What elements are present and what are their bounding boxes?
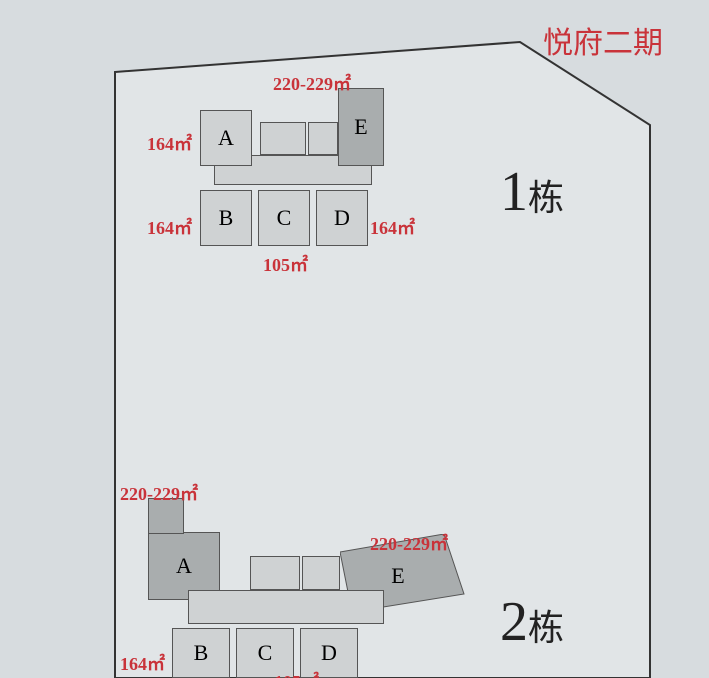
b1-unit-c-label: C xyxy=(277,205,292,231)
b1-unit-c: C xyxy=(258,190,310,246)
b1-unit-b: B xyxy=(200,190,252,246)
building-label-num: 2 xyxy=(500,591,528,653)
b2-unit-b-label: B xyxy=(194,640,209,666)
b1-shaft-right xyxy=(308,122,338,155)
b1-unit-d-label: D xyxy=(334,205,350,231)
area-annotation-3: 164㎡ xyxy=(370,214,415,240)
b2-unit-e-label: E xyxy=(391,563,404,588)
area-annotation-8: 105㎡ xyxy=(274,668,319,678)
area-annotation-5: 220-229㎡ xyxy=(120,480,198,506)
area-annotation-4: 105㎡ xyxy=(263,251,308,277)
b1-unit-a-label: A xyxy=(218,125,234,151)
area-annotation-7: 164㎡ xyxy=(120,650,165,676)
b1-unit-a: A xyxy=(200,110,252,166)
b1-unit-b-label: B xyxy=(219,205,234,231)
building-label-2: 2栋 xyxy=(500,590,564,654)
building-label-suffix: 栋 xyxy=(528,608,564,648)
building-label-num: 1 xyxy=(500,161,528,223)
b2-unit-c-label: C xyxy=(258,640,273,666)
b2-shaft-right xyxy=(302,556,340,590)
b1-shaft-left xyxy=(260,122,306,155)
b2-unit-b: B xyxy=(172,628,230,678)
b2-corridor xyxy=(188,590,384,624)
area-annotation-1: 164㎡ xyxy=(147,130,192,156)
area-annotation-0: 220-229㎡ xyxy=(273,70,351,96)
b2-shaft-left xyxy=(250,556,300,590)
area-annotation-6: 220-229㎡ xyxy=(370,530,448,556)
b2-unit-a-label: A xyxy=(176,553,192,579)
b2-unit-d-label: D xyxy=(321,640,337,666)
building-label-1: 1栋 xyxy=(500,160,564,224)
building-label-suffix: 栋 xyxy=(528,178,564,218)
b1-unit-d: D xyxy=(316,190,368,246)
site-plan: 悦府二期AEBCDAEBCD1栋2栋220-229㎡164㎡164㎡164㎡10… xyxy=(0,0,709,678)
page-title: 悦府二期 xyxy=(543,18,663,62)
area-annotation-2: 164㎡ xyxy=(147,214,192,240)
b1-unit-e: E xyxy=(338,88,384,166)
b1-unit-e-label: E xyxy=(354,114,367,140)
